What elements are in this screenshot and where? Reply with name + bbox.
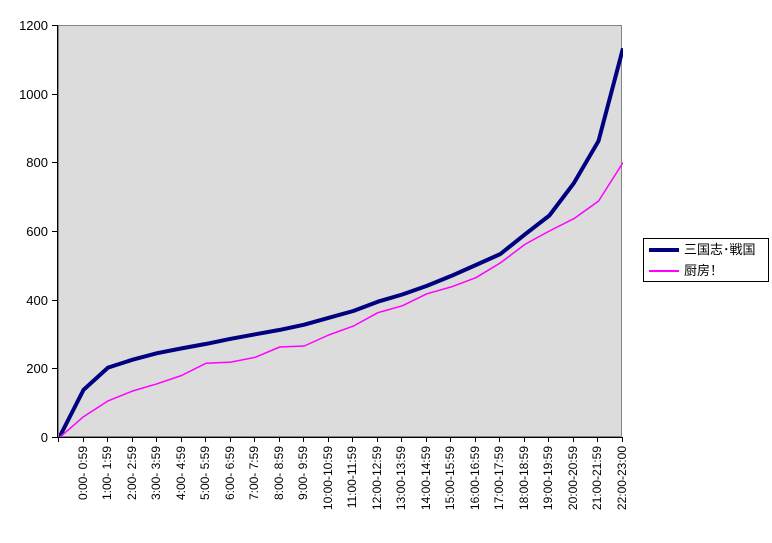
x-axis-tick bbox=[132, 438, 133, 442]
x-axis-label: 20:00-20:59 bbox=[566, 446, 580, 511]
y-axis-tick bbox=[52, 231, 57, 232]
series1-line-sample bbox=[649, 247, 679, 252]
x-axis-tick bbox=[279, 438, 280, 442]
x-axis-tick bbox=[254, 438, 255, 442]
y-axis-tick bbox=[52, 25, 57, 26]
x-axis-tick bbox=[181, 438, 182, 442]
x-axis-label: 19:00-19:59 bbox=[541, 446, 555, 511]
legend-line-sample-box bbox=[648, 269, 680, 272]
x-axis-tick bbox=[622, 438, 623, 442]
x-axis-label: 17:00-17:59 bbox=[492, 446, 506, 511]
x-axis-label: 13:00-13:59 bbox=[394, 446, 408, 511]
x-axis-tick bbox=[548, 438, 549, 442]
x-axis-label: 9:00- 9:59 bbox=[296, 446, 310, 501]
y-axis-label: 800 bbox=[26, 155, 48, 170]
x-axis-label: 3:00- 3:59 bbox=[149, 446, 163, 501]
x-axis-tick bbox=[475, 438, 476, 442]
x-axis-tick bbox=[230, 438, 231, 442]
x-axis-tick bbox=[450, 438, 451, 442]
legend-item: 三国志･戦国 bbox=[648, 242, 764, 258]
legend-line-sample-box bbox=[648, 247, 680, 252]
x-axis-label: 2:00- 2:59 bbox=[125, 446, 139, 501]
x-axis-label: 8:00- 8:59 bbox=[272, 446, 286, 501]
x-axis-tick bbox=[426, 438, 427, 442]
x-axis-tick bbox=[58, 438, 59, 442]
x-axis-tick bbox=[499, 438, 500, 442]
x-axis-tick bbox=[156, 438, 157, 442]
x-axis-tick bbox=[352, 438, 353, 442]
x-axis-label: 0:00- 0:59 bbox=[76, 446, 90, 501]
x-axis-line bbox=[57, 437, 623, 438]
x-axis-tick bbox=[303, 438, 304, 442]
y-axis-tick bbox=[52, 368, 57, 369]
x-axis-tick bbox=[401, 438, 402, 442]
x-axis-label: 15:00-15:59 bbox=[443, 446, 457, 511]
y-axis-label: 400 bbox=[26, 293, 48, 308]
x-axis-label: 6:00- 6:59 bbox=[223, 446, 237, 501]
x-axis-tick bbox=[107, 438, 108, 442]
y-axis-label: 600 bbox=[26, 224, 48, 239]
x-axis-label: 7:00- 7:59 bbox=[247, 446, 261, 501]
x-axis-label: 1:00- 1:59 bbox=[100, 446, 114, 501]
plot-area bbox=[58, 25, 623, 438]
y-axis-tick bbox=[52, 437, 57, 438]
series2-line-sample bbox=[649, 269, 679, 272]
y-axis-tick bbox=[52, 300, 57, 301]
y-axis-label: 1200 bbox=[19, 18, 48, 33]
legend-item: 厨房！ bbox=[648, 263, 764, 279]
x-axis-tick bbox=[377, 438, 378, 442]
x-axis-tick bbox=[573, 438, 574, 442]
y-axis-label: 200 bbox=[26, 361, 48, 376]
x-axis-label: 14:00-14:59 bbox=[419, 446, 433, 511]
x-axis-tick bbox=[597, 438, 598, 442]
series-line-0 bbox=[59, 47, 623, 438]
y-axis-label: 1000 bbox=[19, 87, 48, 102]
y-axis-label: 0 bbox=[40, 430, 48, 445]
legend: 三国志･戦国 厨房！ bbox=[643, 238, 769, 282]
y-axis-line bbox=[57, 25, 58, 438]
x-axis-label: 10:00-10:59 bbox=[321, 446, 335, 511]
legend-label: 厨房！ bbox=[684, 263, 724, 278]
x-axis-label: 16:00-16:59 bbox=[468, 446, 482, 511]
y-axis-tick bbox=[52, 94, 57, 95]
series-line-1 bbox=[59, 162, 623, 438]
x-axis-label: 21:00-21:59 bbox=[590, 446, 604, 511]
x-axis-tick bbox=[524, 438, 525, 442]
x-axis-label: 18:00-18:59 bbox=[517, 446, 531, 511]
series-svg bbox=[59, 47, 623, 438]
y-axis-tick bbox=[52, 162, 57, 163]
x-axis-label: 5:00- 5:59 bbox=[198, 446, 212, 501]
x-axis-label: 11:00-11:59 bbox=[345, 446, 359, 509]
x-axis-label: 22:00-23:00 bbox=[615, 446, 629, 511]
x-axis-tick bbox=[83, 438, 84, 442]
x-axis-label: 4:00- 4:59 bbox=[174, 446, 188, 501]
legend-label: 三国志･戦国 bbox=[684, 242, 756, 257]
x-axis-tick bbox=[328, 438, 329, 442]
x-axis-label: 12:00-12:59 bbox=[370, 446, 384, 511]
x-axis-tick bbox=[205, 438, 206, 442]
